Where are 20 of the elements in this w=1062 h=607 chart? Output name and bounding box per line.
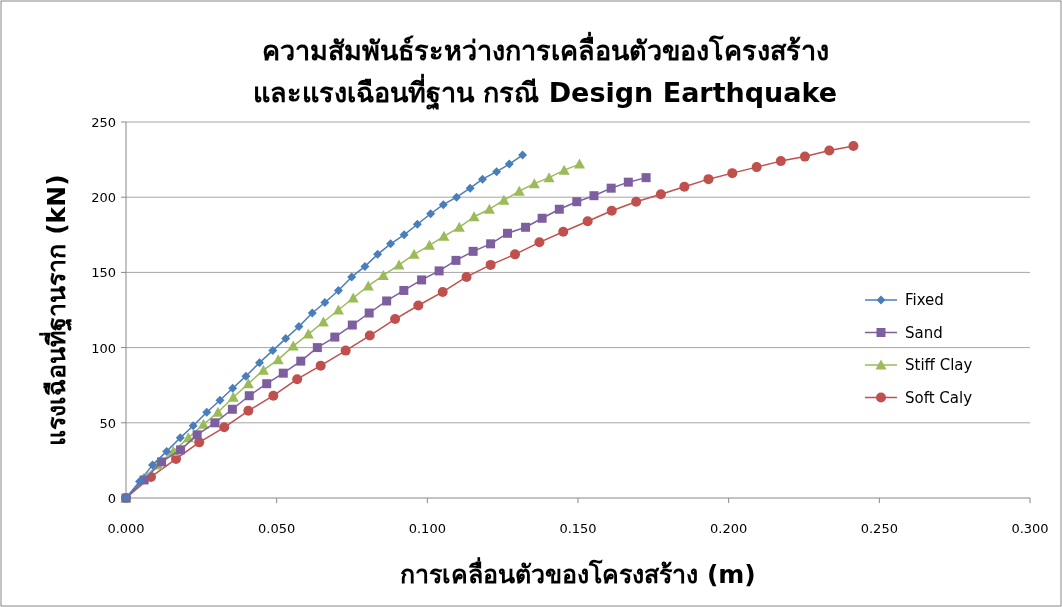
legend-label: Stiff Clay [905, 356, 973, 374]
y-tick-label: 0 [107, 491, 116, 506]
legend-label: Soft Caly [905, 388, 973, 407]
x-axis-title: การเคลื่อนตัวของโครงสร้าง (m) [400, 557, 756, 589]
x-tick-label: 0.100 [408, 521, 446, 536]
x-tick-label: 0.300 [1011, 521, 1049, 536]
legend-label: Fixed [905, 291, 944, 309]
y-tick-label: 100 [91, 340, 116, 356]
y-axis-title: แรงเฉือนที่ฐานราก (kN) [39, 174, 73, 446]
x-tick-label: 0.050 [258, 521, 296, 536]
x-tick-label: 0.200 [710, 521, 748, 536]
x-tick-label: 0.000 [107, 521, 145, 536]
chart-title: ความสัมพันธ์ระหว่างการเคลื่อนตัวของโครงสร้าง และแรงเฉือนที่ฐาน กรณี Design Earthquake [252, 31, 838, 111]
y-tick-label: 50 [99, 415, 116, 431]
y-tick-label: 150 [91, 265, 116, 281]
legend-label: Sand [905, 323, 943, 342]
x-tick-label: 0.150 [559, 521, 597, 536]
y-tick-label: 250 [91, 115, 116, 130]
x-tick-label: 0.250 [860, 521, 898, 536]
y-tick-label: 200 [91, 190, 116, 206]
